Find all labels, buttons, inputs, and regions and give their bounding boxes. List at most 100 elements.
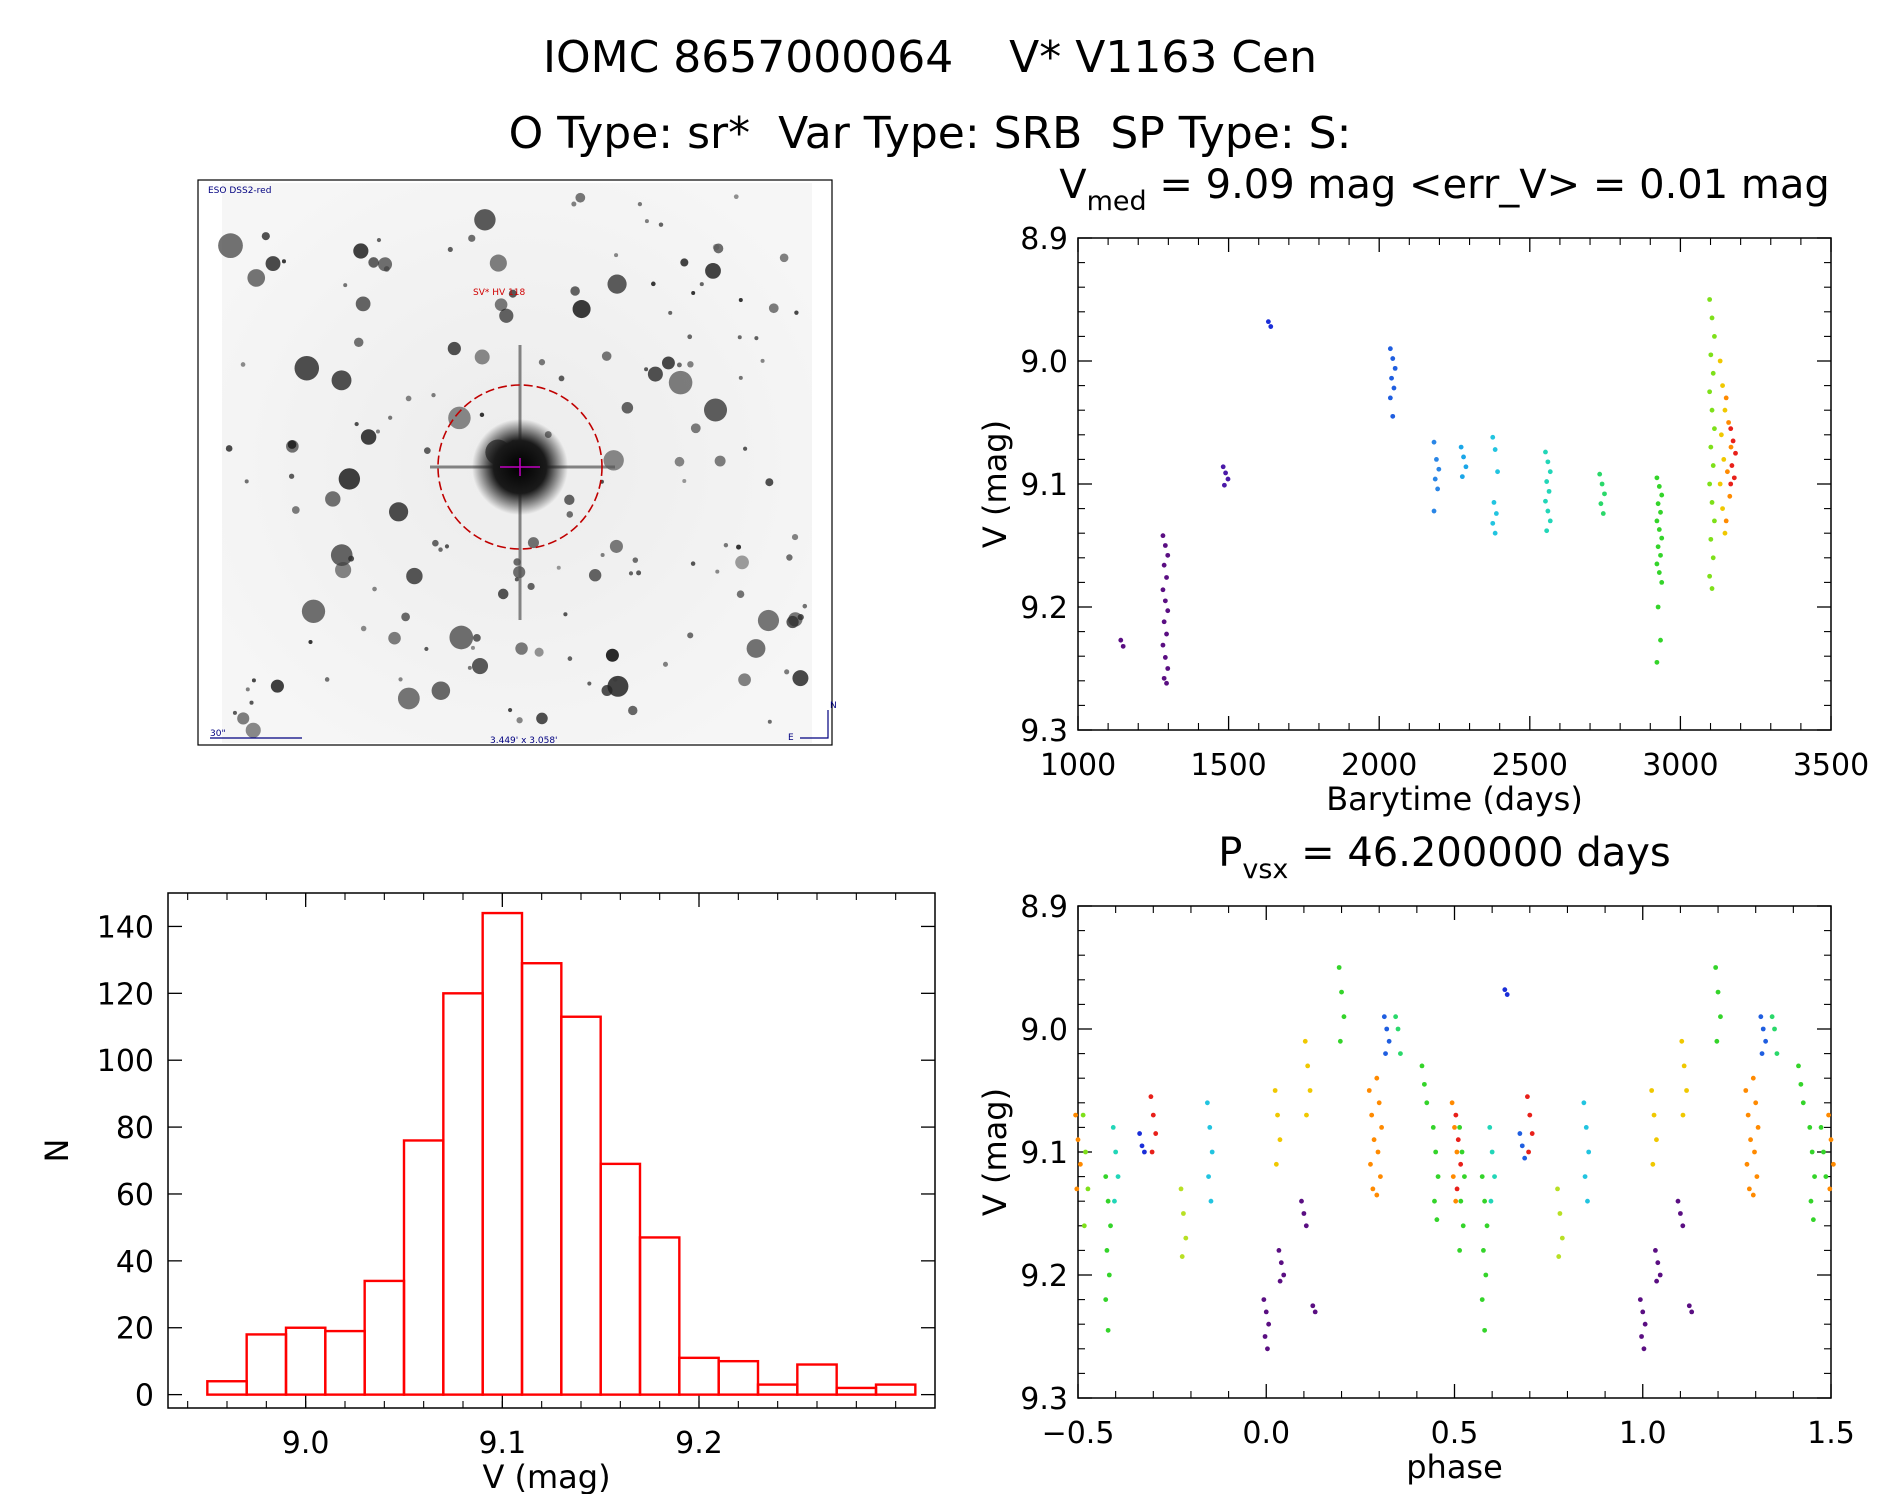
phased-curve-point <box>1713 965 1719 970</box>
light-curve-point <box>1161 562 1167 568</box>
phased-curve-point <box>1263 1309 1269 1315</box>
histogram-bar <box>796 1363 838 1396</box>
light-curve-point <box>1490 434 1496 440</box>
field-star <box>566 511 574 518</box>
field-star <box>240 362 246 367</box>
field-star <box>438 547 443 552</box>
phased-curve-point <box>1265 1346 1270 1352</box>
field-star <box>516 717 523 724</box>
phased-curve-point <box>1654 1137 1659 1143</box>
light-curve-point <box>1436 466 1442 472</box>
field-star <box>515 642 528 655</box>
field-star <box>281 259 286 264</box>
field-star <box>644 367 649 372</box>
phased-curve-point <box>1502 987 1508 993</box>
light-curve-point <box>1491 500 1497 505</box>
phased-curve-point <box>1262 1334 1268 1339</box>
field-star <box>572 300 591 319</box>
phased-curve-point <box>1337 1038 1343 1044</box>
field-star <box>325 491 341 507</box>
light-curve-point <box>1658 509 1663 515</box>
field-star <box>703 398 728 422</box>
field-star <box>388 415 393 420</box>
light-curve-point <box>1463 464 1469 470</box>
light-curve-point <box>1490 520 1496 526</box>
field-star <box>245 722 261 738</box>
light-curve-point <box>1709 586 1715 591</box>
light-curve-point <box>1709 500 1715 505</box>
light-curve-point <box>1710 463 1716 468</box>
light-curve-point <box>1659 492 1665 498</box>
light-curve-point <box>1492 530 1498 536</box>
histogram-chart: 9.0 9.1 9.2 0 20 40 60 80 100 120 140 V (mag) N <box>38 892 936 1494</box>
field-star <box>723 542 729 548</box>
field-star <box>788 612 803 627</box>
light-curve-point <box>1709 407 1715 413</box>
light-curve-point <box>1733 450 1738 456</box>
phased-curve-point <box>1809 1149 1815 1155</box>
histogram-frame <box>167 892 936 1409</box>
light-curve-point <box>1656 570 1662 575</box>
phased-curve-point <box>1074 1186 1080 1192</box>
phased-curve-point <box>1204 1100 1210 1106</box>
phased-curve-point <box>1085 1186 1091 1192</box>
phased-curve-point <box>1642 1321 1648 1327</box>
phased-curve-point <box>1398 1051 1403 1056</box>
field-star <box>534 647 544 657</box>
phased-curve-point <box>1482 1327 1488 1333</box>
phased-curve-point <box>1368 1161 1373 1167</box>
light-curve-point <box>1160 642 1166 648</box>
field-star <box>449 625 474 650</box>
field-star <box>343 283 348 288</box>
phased-curve-point <box>1137 1131 1143 1136</box>
phased-curve-xtick-label: 0.5 <box>1431 1416 1479 1451</box>
light-curve-point <box>1723 518 1729 524</box>
phased-curve-point <box>1653 1248 1658 1253</box>
light-curve-point <box>1265 319 1271 325</box>
light-curve-point <box>1220 464 1226 470</box>
light-curve-point <box>1731 475 1737 481</box>
target-circle <box>437 384 603 550</box>
field-star <box>494 298 508 311</box>
phased-curve-point <box>1370 1186 1376 1192</box>
phased-curve-point <box>1105 1198 1111 1204</box>
phased-curve-point <box>1452 1125 1457 1130</box>
field-star <box>338 468 361 490</box>
light-curve-point <box>1387 346 1393 352</box>
field-star <box>691 291 696 296</box>
field-star <box>536 712 548 725</box>
field-star <box>603 450 624 471</box>
phased-curve-point <box>1183 1235 1189 1241</box>
histogram-xtick-label: 9.0 <box>282 1426 330 1461</box>
field-star <box>232 710 237 715</box>
compass-icon <box>800 710 829 739</box>
field-star <box>514 577 519 582</box>
light-curve-point <box>1544 479 1550 484</box>
phased-curve-point <box>1818 1125 1824 1130</box>
phased-curve-point <box>1434 1217 1440 1223</box>
light-curve-xtick-label: 3500 <box>1793 748 1869 783</box>
phased-curve-xtick-label: 1.0 <box>1619 1416 1667 1451</box>
field-star <box>690 423 701 434</box>
phased-curve-point <box>1139 1143 1145 1149</box>
field-star <box>270 679 284 693</box>
field-star <box>613 677 618 682</box>
field-star <box>757 609 780 632</box>
phased-curve-ytick-label: 9.2 <box>1020 1259 1068 1294</box>
phased-curve-point <box>1581 1100 1587 1106</box>
phased-curve-point <box>1796 1063 1801 1069</box>
light-curve-point <box>1600 511 1606 516</box>
field-star <box>225 445 233 452</box>
light-curve-point <box>1391 385 1397 391</box>
light-curve-point <box>1431 439 1437 445</box>
phased-curve-point <box>1276 1248 1282 1253</box>
light-curve-point <box>1160 587 1166 593</box>
field-star <box>556 565 561 570</box>
field-star <box>331 370 352 391</box>
histogram-ytick-label: 120 <box>97 977 154 1012</box>
field-star <box>527 582 535 591</box>
phased-curve-point <box>1432 1198 1437 1204</box>
field-star <box>324 677 330 682</box>
phased-curve-point <box>1078 1161 1083 1167</box>
phased-curve-point <box>1714 1038 1720 1044</box>
